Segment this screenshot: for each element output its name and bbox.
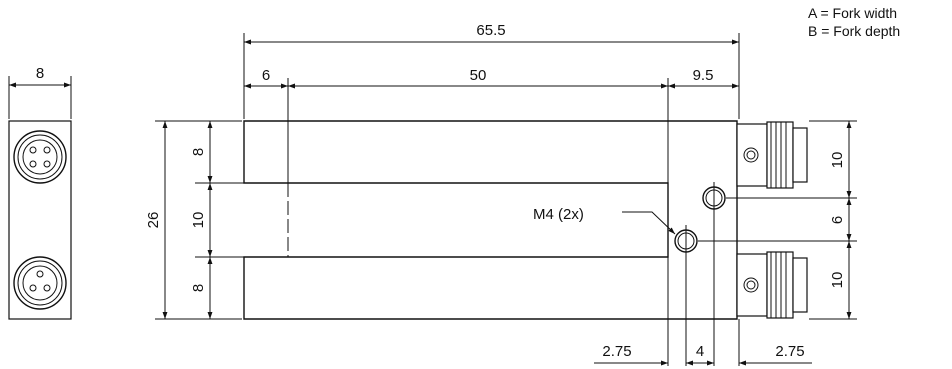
connector-face-upper bbox=[13, 130, 67, 184]
dim-fork-width: 10 bbox=[190, 212, 207, 229]
dim-top-arm: 8 bbox=[190, 148, 207, 156]
callout-leader bbox=[622, 211, 676, 235]
dim-conn-top: 10 bbox=[829, 152, 846, 169]
connector-face-lower bbox=[13, 256, 67, 310]
dim-bottom-arm: 8 bbox=[190, 284, 207, 292]
dim-fork-depth: 50 bbox=[470, 67, 487, 84]
dim-hole-x-right: 2.75 bbox=[775, 343, 804, 360]
fork-outline bbox=[243, 120, 738, 320]
dim-hole-x-left: 2.75 bbox=[602, 343, 631, 360]
side-view: 8 bbox=[8, 65, 72, 320]
dim-side-width: 8 bbox=[36, 65, 44, 82]
legend-fork-depth: B = Fork depth bbox=[808, 23, 901, 39]
dim-left-offset: 6 bbox=[262, 67, 270, 84]
side-view-body bbox=[8, 120, 72, 320]
connector-upper bbox=[736, 121, 808, 189]
dim-right-offset: 9.5 bbox=[693, 67, 714, 84]
dim-overall-length: 65.5 bbox=[476, 22, 505, 39]
dim-hole-x-pitch: 4 bbox=[696, 343, 704, 360]
front-view: M4 (2x) 65.5 6 50 9.5 26 8 10 8 10 bbox=[145, 22, 857, 366]
dim-total-height: 26 bbox=[145, 212, 162, 229]
connector-lower bbox=[736, 251, 808, 319]
legend: A = Fork width B = Fork depth bbox=[808, 4, 900, 40]
dim-hole-spacing: 6 bbox=[829, 216, 846, 224]
callout-m4-holes: M4 (2x) bbox=[533, 206, 584, 223]
dim-conn-bottom: 10 bbox=[829, 272, 846, 289]
legend-fork-width: A = Fork width bbox=[808, 5, 898, 21]
